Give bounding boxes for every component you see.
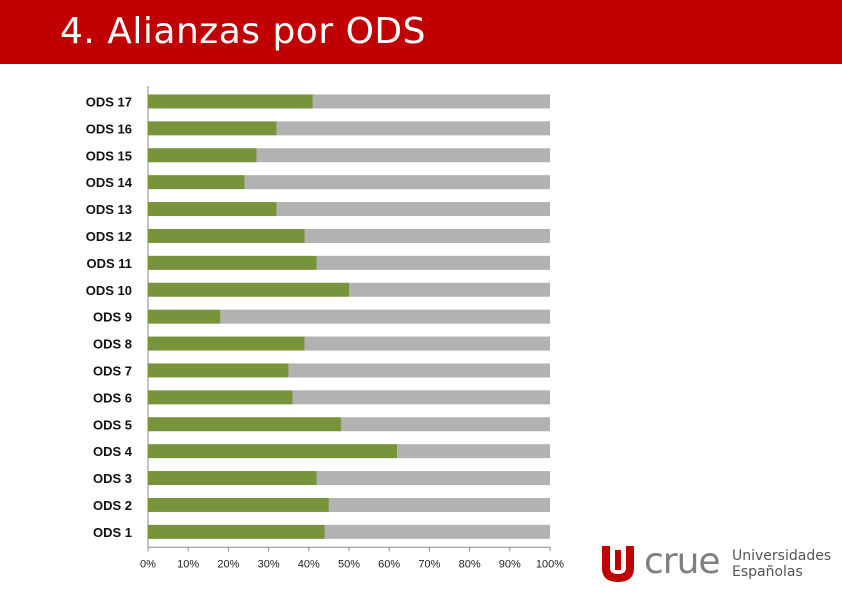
bar-remainder [304, 336, 550, 351]
bar-value [148, 336, 305, 351]
bar-value [148, 390, 293, 405]
category-label: ODS 1 [93, 525, 132, 540]
bar-value [148, 202, 277, 217]
crue-wordmark: crue [644, 541, 721, 582]
x-tick-label: 40% [298, 558, 320, 570]
bar-value [148, 175, 245, 190]
bar-remainder [324, 524, 550, 539]
bar-value [148, 471, 317, 486]
bar-remainder [316, 255, 550, 270]
category-label: ODS 8 [93, 337, 132, 352]
bar-remainder [340, 417, 550, 432]
bar-remainder [304, 228, 550, 243]
x-tick-label: 100% [536, 558, 564, 570]
x-tick-label: 30% [258, 558, 280, 570]
x-tick-label: 90% [499, 558, 521, 570]
category-label: ODS 17 [86, 94, 132, 109]
logo-line-espanolas: Españolas [732, 564, 803, 580]
category-label: ODS 15 [86, 148, 132, 163]
crue-emblem-icon [602, 546, 634, 582]
bar-value [148, 497, 329, 512]
bar-remainder [292, 390, 550, 405]
bar-value [148, 121, 277, 136]
ods-bar-chart: 0% 10% 20% 30% 40% 50% 60% 70% 80% 90% 100% ODS 17 O… [86, 86, 564, 570]
x-tick-label: 0% [140, 558, 156, 570]
bar-value [148, 94, 313, 109]
bar-value [148, 524, 325, 539]
category-label: ODS 2 [93, 498, 132, 513]
bar-remainder [276, 121, 550, 136]
crue-logo: crue Universidades Españolas [598, 540, 832, 585]
x-tick-label: 80% [459, 558, 481, 570]
category-label: ODS 10 [86, 283, 132, 298]
category-label: ODS 11 [86, 256, 132, 271]
bar-remainder [244, 175, 551, 190]
x-tick-label: 70% [418, 558, 440, 570]
bar-remainder [397, 444, 550, 459]
category-label: ODS 4 [93, 444, 133, 459]
category-label: ODS 7 [93, 363, 132, 378]
bar-remainder [312, 94, 550, 109]
page-title: 4. Alianzas por ODS [60, 11, 426, 52]
bar-remainder [316, 471, 550, 486]
category-label: ODS 6 [93, 390, 132, 405]
bar-value [148, 444, 398, 459]
logo-line-universidades: Universidades [732, 548, 832, 564]
x-tick-label: 60% [378, 558, 400, 570]
category-label: ODS 3 [93, 471, 132, 486]
category-label: ODS 9 [93, 310, 132, 325]
bar-remainder [328, 497, 550, 512]
bar-value [148, 255, 317, 270]
category-label: ODS 5 [93, 417, 132, 432]
category-label: ODS 13 [86, 202, 132, 217]
bar-remainder [256, 148, 550, 163]
bar-value [148, 228, 305, 243]
category-label: ODS 14 [86, 175, 133, 190]
x-tick-label: 50% [338, 558, 360, 570]
title-bar: 4. Alianzas por ODS [0, 0, 842, 64]
bar-remainder [288, 363, 550, 378]
category-label: ODS 16 [86, 121, 132, 136]
category-label: ODS 12 [86, 229, 132, 244]
x-tick-label: 10% [177, 558, 199, 570]
bar-remainder [349, 282, 550, 297]
bar-remainder [220, 309, 551, 324]
bar-value [148, 148, 257, 163]
bar-value [148, 282, 349, 297]
bar-value [148, 309, 221, 324]
bar-value [148, 363, 289, 378]
bar-value [148, 417, 341, 432]
x-tick-label: 20% [217, 558, 239, 570]
bar-remainder [276, 202, 550, 217]
